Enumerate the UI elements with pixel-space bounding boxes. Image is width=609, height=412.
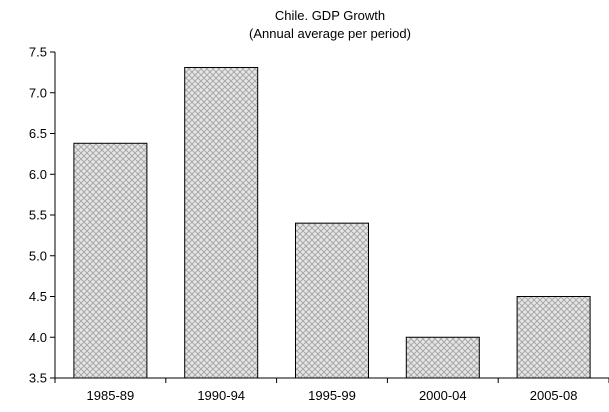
y-tick-label-1: 4.0 bbox=[29, 330, 47, 345]
y-axis: 3.5 4.0 4.5 5.0 5.5 6.0 6.5 7.0 7.5 bbox=[29, 45, 56, 386]
chart-subtitle: (Annual average per period) bbox=[249, 26, 411, 41]
y-tick-label-7: 7.0 bbox=[29, 85, 47, 100]
bar-1985-89 bbox=[73, 142, 148, 379]
x-axis: 1985-89 1990-94 1995-99 2000-04 2005-08 bbox=[54, 377, 609, 403]
y-tick-label-8: 7.5 bbox=[29, 45, 47, 60]
x-tick-label-3: 2000-04 bbox=[419, 388, 467, 403]
y-tick-label-6: 6.5 bbox=[29, 126, 47, 141]
y-tick-label-5: 6.0 bbox=[29, 167, 47, 182]
bar-2005-08 bbox=[516, 296, 591, 379]
y-tick-label-3: 5.0 bbox=[29, 248, 47, 263]
y-tick-label-2: 4.5 bbox=[29, 289, 47, 304]
x-tick-label-2: 1995-99 bbox=[308, 388, 356, 403]
x-tick-label-0: 1985-89 bbox=[87, 388, 135, 403]
y-tick-label-4: 5.5 bbox=[29, 208, 47, 223]
y-tick-label-0: 3.5 bbox=[29, 371, 47, 386]
x-tick-label-1: 1990-94 bbox=[197, 388, 245, 403]
chart-title: Chile. GDP Growth bbox=[275, 8, 385, 23]
bar-2000-04 bbox=[405, 336, 480, 379]
bar-1990-94 bbox=[184, 66, 259, 379]
bars-group bbox=[73, 66, 591, 379]
x-tick-label-4: 2005-08 bbox=[530, 388, 578, 403]
bar-1995-99 bbox=[295, 222, 369, 379]
